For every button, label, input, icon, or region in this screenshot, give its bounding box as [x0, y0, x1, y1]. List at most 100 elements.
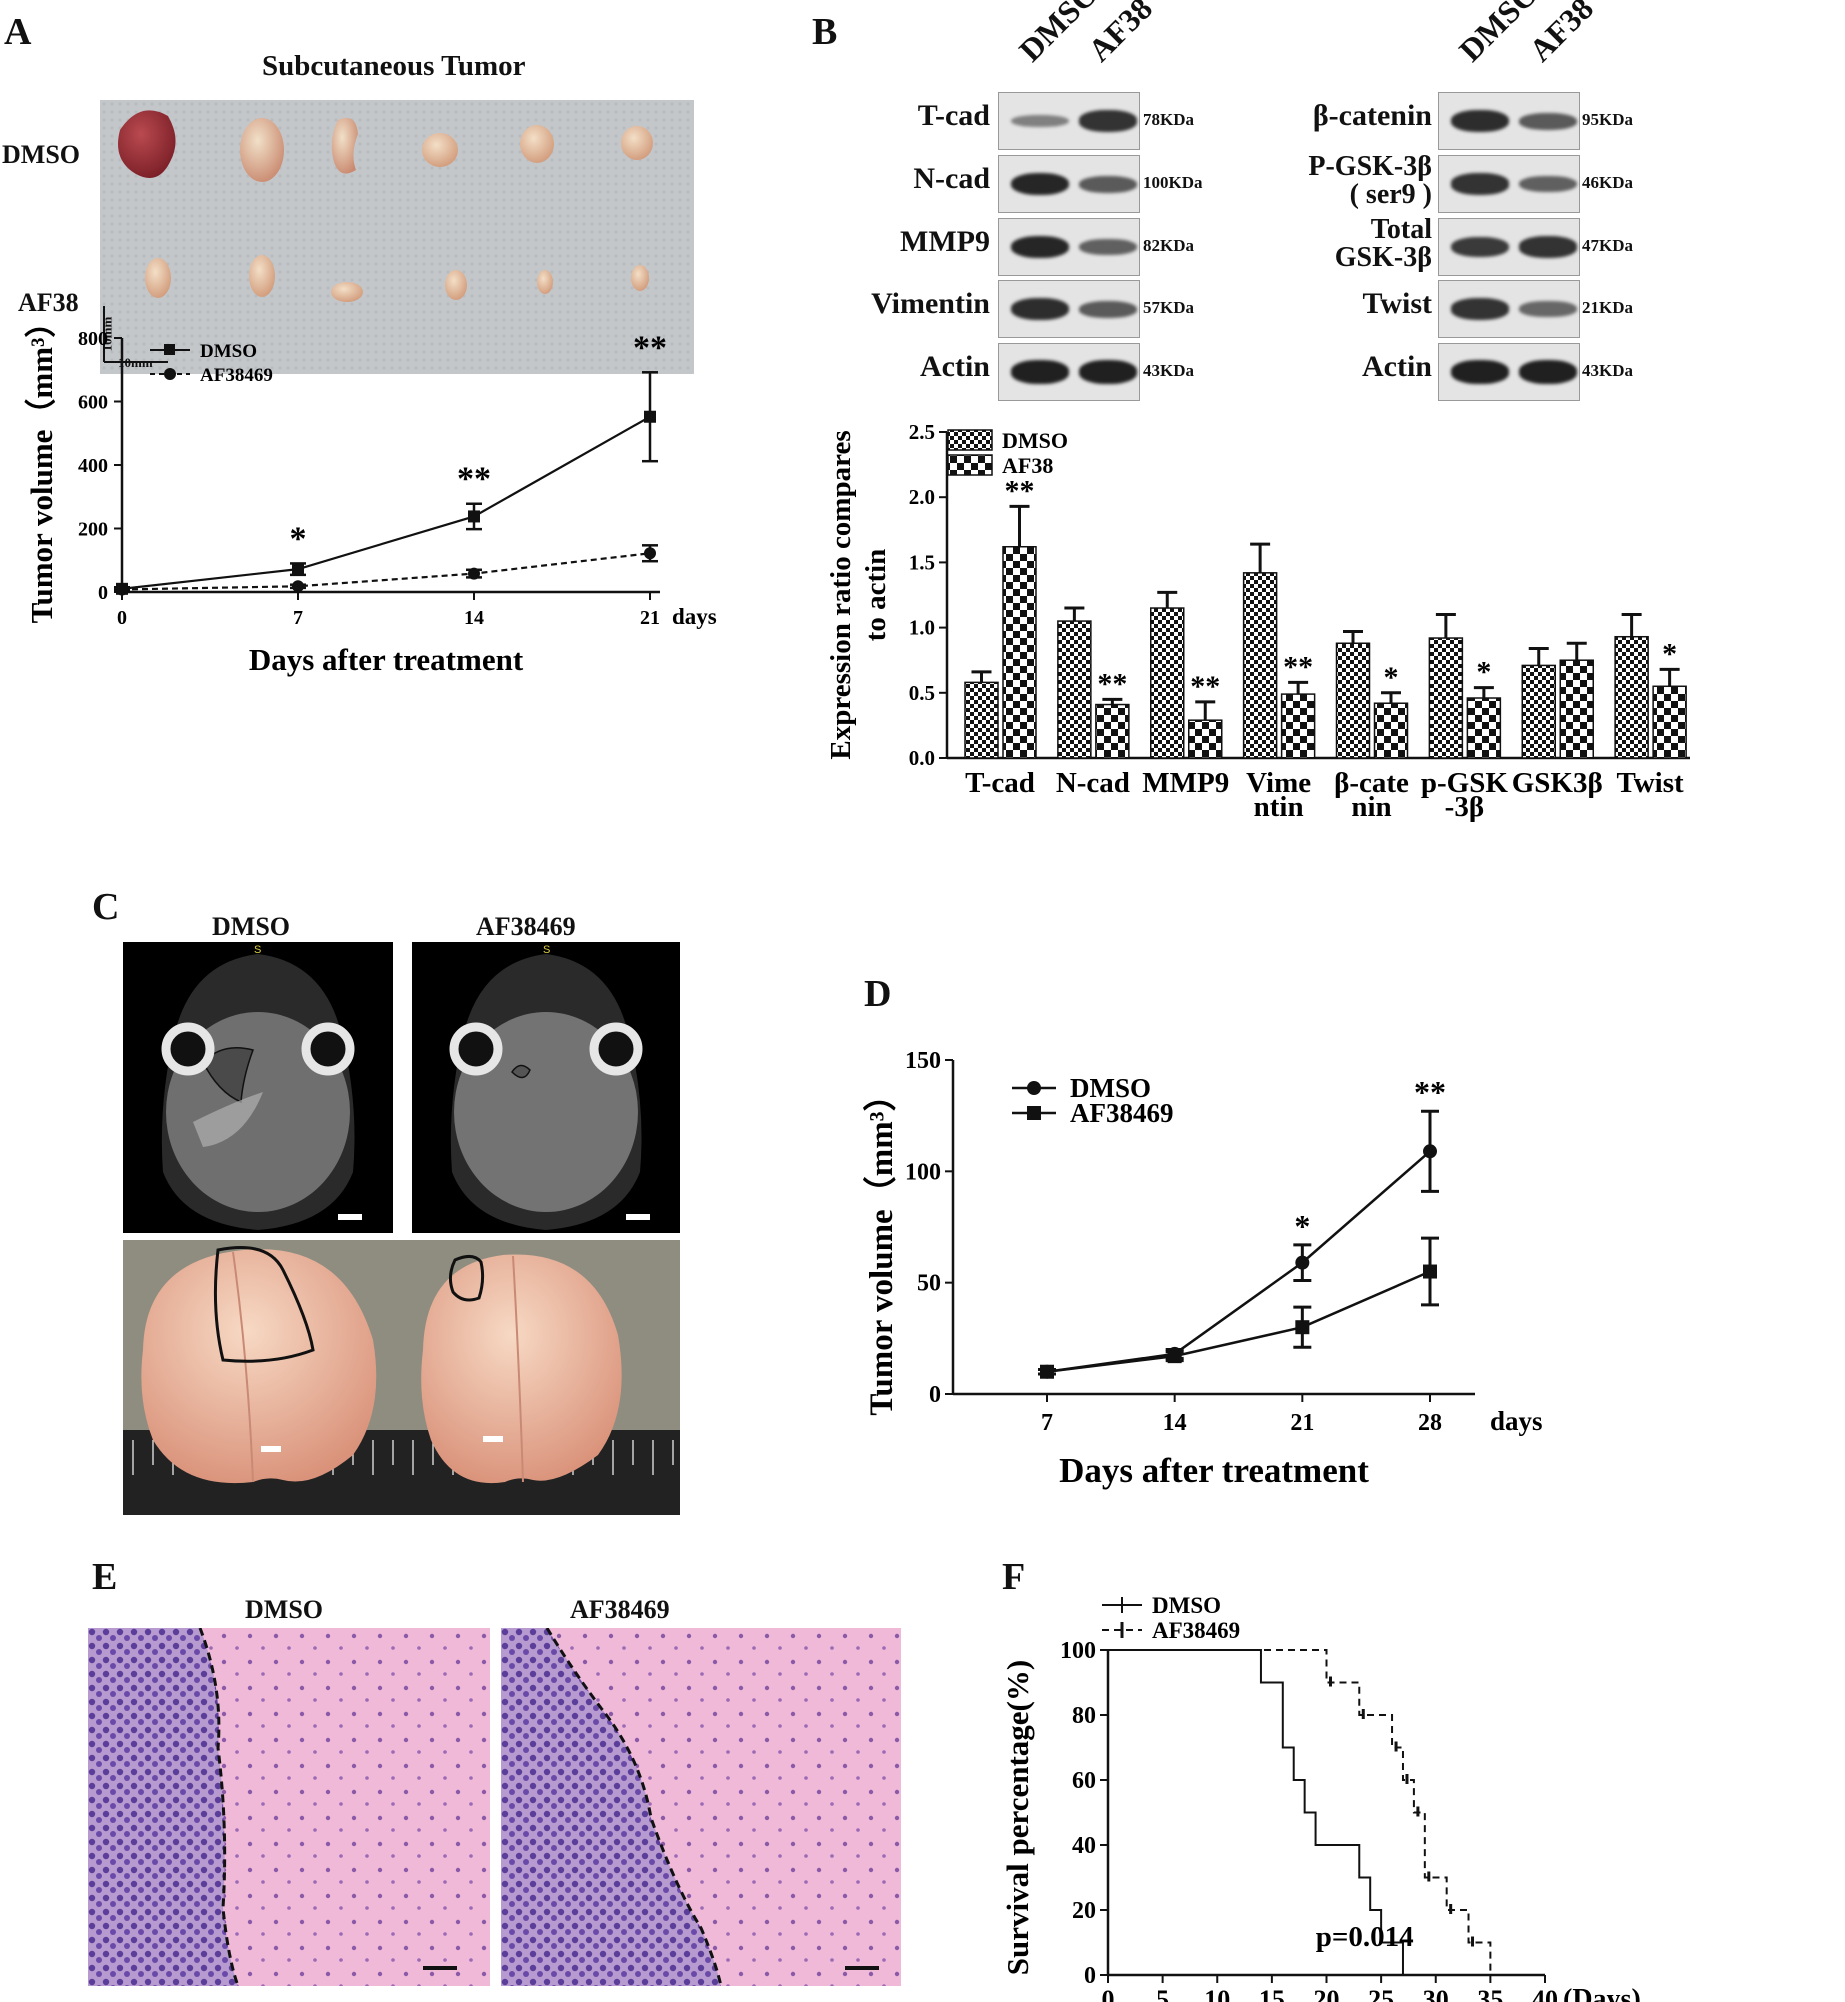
y-tick-label: 0 [929, 1382, 941, 1408]
blot-protein-label: β-catenin [1312, 99, 1432, 132]
legend-label-af38469: AF38469 [1152, 1618, 1240, 1643]
y-axis-title-line1: Expression ratio compares [825, 430, 857, 759]
chart-d: 0 50 100 150 7 14 21 28 days Days after treatment… [863, 1048, 1543, 1490]
bar [1466, 697, 1502, 759]
bar [1280, 693, 1316, 759]
row-label-dmso: DMSO [2, 140, 80, 169]
legend-label-af38: AF38 [1002, 453, 1053, 478]
x-tick-label: 14 [1163, 1410, 1187, 1436]
x-axis-title: Days after treatment [1059, 1451, 1369, 1490]
dmso-tumors [118, 110, 653, 182]
series-line-0 [1046, 1150, 1431, 1373]
blot-protein-label: MMP9 [900, 225, 990, 258]
scale-bar [103, 306, 168, 363]
y-tick-label: 0.0 [909, 746, 935, 770]
legend-swatch-dmso [947, 429, 993, 451]
data-point [1167, 1349, 1182, 1364]
legend-label-af38469: AF38469 [200, 365, 273, 386]
blot-size-label: 47KDa [1582, 236, 1633, 255]
blot-band [1451, 236, 1509, 258]
blot-size-label: 95KDa [1582, 110, 1633, 129]
blot-band [1079, 360, 1137, 384]
bar [1521, 664, 1556, 759]
y-tick-label: 150 [905, 1048, 941, 1074]
blot-band [1519, 236, 1577, 258]
series-line-1 [121, 552, 651, 591]
blot-strip [998, 92, 1140, 150]
y-tick-label: 1.5 [909, 550, 935, 574]
af38-tumors [145, 255, 649, 302]
x-tick-label: 30 [1423, 1985, 1449, 2002]
x-axis-title: Days after treatment [249, 642, 524, 677]
legend-label-dmso: DMSO [1070, 1073, 1151, 1103]
data-point [116, 583, 128, 596]
blot-band [1011, 360, 1069, 384]
significance-marker: ** [1414, 1074, 1446, 1110]
blot-band [1451, 173, 1509, 195]
significance-marker: * [290, 520, 307, 557]
mri-image-af38469: S [412, 942, 680, 1233]
y-axis-title-line2: to actin [860, 549, 892, 642]
blot-band [1451, 360, 1509, 384]
y-tick-label: 0 [1084, 1963, 1096, 1989]
significance-marker: ** [1283, 650, 1313, 683]
x-tick-label: p-GSK [1421, 767, 1508, 799]
blot-band [1519, 360, 1577, 384]
y-tick-label: 50 [917, 1271, 941, 1297]
blot-band [1011, 172, 1069, 196]
y-axis-title: Tumor volume（mm³） [863, 1078, 900, 1415]
blot-band [1451, 110, 1509, 132]
bar [1150, 607, 1185, 759]
panel-a-title: Subcutaneous Tumor [262, 50, 526, 82]
x-tick-label: N-cad [1056, 767, 1130, 799]
bar [1002, 546, 1037, 759]
bar [1335, 642, 1371, 759]
significance-marker: * [1662, 637, 1677, 670]
x-tick-label: 25 [1368, 1985, 1394, 2002]
blot-band [1519, 112, 1577, 130]
mri-marker-af38469: S [543, 944, 551, 956]
bar [964, 681, 999, 759]
mri-title-af38469: AF38469 [476, 912, 576, 941]
chart-f: 0 20 40 60 80 100 0 5 10 15 20 25 30 35 40 (Days) Surviv… [1000, 1593, 1641, 2002]
significance-marker: ** [457, 461, 491, 498]
data-point [468, 567, 480, 580]
bar [1373, 702, 1409, 759]
blot-strip [998, 280, 1140, 338]
survival-curve-1 [1108, 1649, 1492, 1975]
y-tick-label: 80 [1072, 1703, 1096, 1729]
x-tick-label: 15 [1259, 1985, 1285, 2002]
y-tick-label: 600 [78, 392, 108, 414]
mri-marker-dmso: S [254, 944, 262, 956]
y-tick-label: 20 [1072, 1898, 1096, 1924]
bar [1242, 572, 1278, 759]
mri-title-dmso: DMSO [212, 912, 290, 941]
panel-label-f: F [1002, 1556, 1026, 1598]
x-tick-label: 28 [1418, 1410, 1442, 1436]
bar [1428, 637, 1464, 759]
blot-size-label: 21KDa [1582, 298, 1633, 317]
blot-band [1011, 235, 1069, 259]
blot-size-label: 43KDa [1582, 361, 1633, 380]
survival-curve-0 [1108, 1649, 1404, 1975]
x-tick-label: 7 [1041, 1410, 1053, 1436]
y-tick-label: 100 [905, 1159, 941, 1185]
x-tick-label: Twist [1617, 767, 1684, 799]
x-tick-label: MMP9 [1142, 767, 1229, 799]
p-value-annotation: p=0.014 [1316, 1921, 1414, 1953]
blot-strip [1438, 218, 1580, 276]
bar [1188, 719, 1223, 759]
blot-size-label: 78KDa [1143, 110, 1194, 129]
x-unit-label: days [1490, 1406, 1543, 1436]
x-tick-label: β-cate [1334, 767, 1409, 799]
data-point [1423, 1264, 1437, 1279]
y-tick-label: 400 [78, 455, 108, 477]
blot-protein-label: T-cad [917, 99, 990, 132]
blot-strip [998, 343, 1140, 401]
x-tick-label: 35 [1477, 1985, 1503, 2002]
blot-strip [998, 155, 1140, 213]
data-point [1295, 1255, 1310, 1270]
significance-marker: ** [1097, 667, 1127, 700]
significance-marker: * [1476, 656, 1491, 689]
y-tick-label: 2.0 [909, 485, 935, 509]
